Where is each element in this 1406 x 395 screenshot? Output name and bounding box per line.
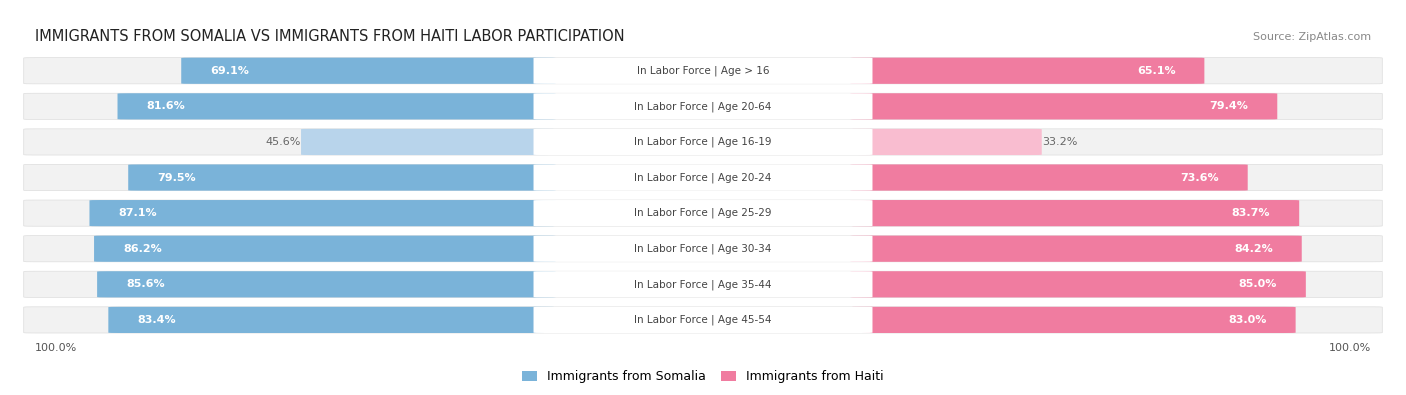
FancyBboxPatch shape xyxy=(533,307,873,333)
Text: 85.6%: 85.6% xyxy=(127,279,165,289)
Text: In Labor Force | Age 16-19: In Labor Force | Age 16-19 xyxy=(634,137,772,147)
FancyBboxPatch shape xyxy=(533,271,873,297)
FancyBboxPatch shape xyxy=(533,236,873,262)
Text: 100.0%: 100.0% xyxy=(1329,343,1371,354)
FancyBboxPatch shape xyxy=(24,236,1382,262)
FancyBboxPatch shape xyxy=(94,236,555,262)
FancyBboxPatch shape xyxy=(24,93,1382,119)
Text: 84.2%: 84.2% xyxy=(1234,244,1272,254)
Text: 73.6%: 73.6% xyxy=(1180,173,1219,182)
Text: 65.1%: 65.1% xyxy=(1137,66,1175,76)
FancyBboxPatch shape xyxy=(533,93,873,119)
Text: In Labor Force | Age 25-29: In Labor Force | Age 25-29 xyxy=(634,208,772,218)
FancyBboxPatch shape xyxy=(181,58,555,84)
Legend: Immigrants from Somalia, Immigrants from Haiti: Immigrants from Somalia, Immigrants from… xyxy=(517,365,889,388)
FancyBboxPatch shape xyxy=(533,200,873,226)
FancyBboxPatch shape xyxy=(851,200,1299,226)
FancyBboxPatch shape xyxy=(301,129,555,155)
Text: 100.0%: 100.0% xyxy=(35,343,77,354)
Text: 83.7%: 83.7% xyxy=(1232,208,1270,218)
FancyBboxPatch shape xyxy=(97,271,555,297)
FancyBboxPatch shape xyxy=(851,271,1306,297)
FancyBboxPatch shape xyxy=(24,58,1382,84)
Text: 83.4%: 83.4% xyxy=(138,315,176,325)
Text: 33.2%: 33.2% xyxy=(1042,137,1077,147)
Text: 83.0%: 83.0% xyxy=(1229,315,1267,325)
Text: In Labor Force | Age 30-34: In Labor Force | Age 30-34 xyxy=(634,243,772,254)
Text: In Labor Force | Age > 16: In Labor Force | Age > 16 xyxy=(637,66,769,76)
Text: 69.1%: 69.1% xyxy=(209,66,249,76)
FancyBboxPatch shape xyxy=(533,164,873,191)
FancyBboxPatch shape xyxy=(24,271,1382,297)
FancyBboxPatch shape xyxy=(851,93,1277,119)
FancyBboxPatch shape xyxy=(24,307,1382,333)
FancyBboxPatch shape xyxy=(851,129,1042,155)
Text: 79.5%: 79.5% xyxy=(157,173,195,182)
Text: 45.6%: 45.6% xyxy=(266,137,301,147)
FancyBboxPatch shape xyxy=(851,307,1295,333)
FancyBboxPatch shape xyxy=(90,200,555,226)
FancyBboxPatch shape xyxy=(851,164,1247,191)
Text: 85.0%: 85.0% xyxy=(1239,279,1277,289)
Text: 86.2%: 86.2% xyxy=(122,244,162,254)
FancyBboxPatch shape xyxy=(851,58,1205,84)
FancyBboxPatch shape xyxy=(24,200,1382,226)
FancyBboxPatch shape xyxy=(24,164,1382,191)
Text: In Labor Force | Age 45-54: In Labor Force | Age 45-54 xyxy=(634,315,772,325)
Text: In Labor Force | Age 20-64: In Labor Force | Age 20-64 xyxy=(634,101,772,112)
Text: 79.4%: 79.4% xyxy=(1209,102,1249,111)
Text: 87.1%: 87.1% xyxy=(118,208,157,218)
FancyBboxPatch shape xyxy=(108,307,555,333)
FancyBboxPatch shape xyxy=(128,164,555,191)
FancyBboxPatch shape xyxy=(24,129,1382,155)
Text: 81.6%: 81.6% xyxy=(146,102,186,111)
FancyBboxPatch shape xyxy=(851,236,1302,262)
FancyBboxPatch shape xyxy=(533,58,873,84)
Text: Source: ZipAtlas.com: Source: ZipAtlas.com xyxy=(1253,32,1371,42)
Text: In Labor Force | Age 35-44: In Labor Force | Age 35-44 xyxy=(634,279,772,290)
Text: In Labor Force | Age 20-24: In Labor Force | Age 20-24 xyxy=(634,172,772,183)
FancyBboxPatch shape xyxy=(533,129,873,155)
Text: IMMIGRANTS FROM SOMALIA VS IMMIGRANTS FROM HAITI LABOR PARTICIPATION: IMMIGRANTS FROM SOMALIA VS IMMIGRANTS FR… xyxy=(35,30,624,45)
FancyBboxPatch shape xyxy=(118,93,555,119)
